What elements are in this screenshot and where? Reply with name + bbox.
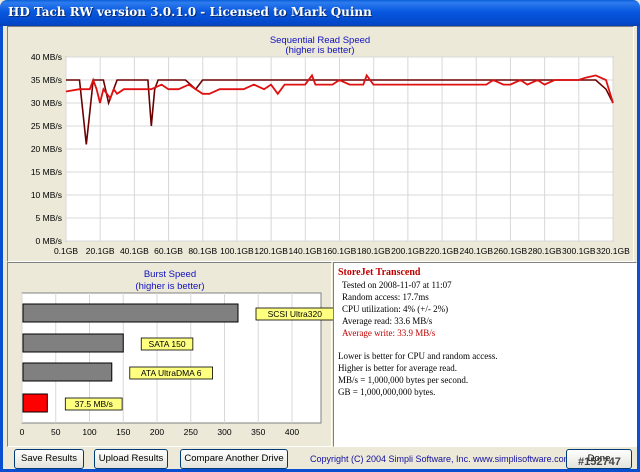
tested-on: Tested on 2008-11-07 at 11:07: [342, 280, 452, 290]
save-results-label: Save Results: [21, 453, 77, 464]
burst-bar: [22, 333, 124, 353]
burst-bar-label: SATA 150: [149, 339, 186, 349]
write-series-line: [65, 73, 614, 104]
read-x-tick-label: 180.1GB: [357, 246, 391, 256]
read-x-tick-label: 260.1GB: [494, 246, 528, 256]
burst-x-tick-label: 50: [51, 427, 61, 437]
read-series: [65, 73, 614, 145]
read-y-tick-label: 15 MB/s: [31, 167, 62, 177]
read-x-tick-label: 60.1GB: [154, 246, 183, 256]
read-y-tick-label: 20 MB/s: [31, 144, 62, 154]
note-gb-definition: GB = 1,000,000,000 bytes.: [338, 387, 436, 397]
watermark-text: #152747: [578, 456, 621, 468]
copyright-text: Copyright (C) 2004 Simpli Software, Inc.…: [310, 454, 572, 464]
burst-x-tick-label: 150: [116, 427, 130, 437]
compare-drive-label: Compare Another Drive: [184, 453, 284, 464]
read-x-tick-label: 120.1GB: [254, 246, 288, 256]
read-y-tick-label: 35 MB/s: [31, 75, 62, 85]
burst-chart-title: Burst Speed: [144, 269, 196, 280]
read-y-tick-label: 0 MB/s: [36, 236, 62, 246]
average-read: Average read: 33.6 MB/s: [342, 316, 433, 326]
burst-x-tick-label: 250: [184, 427, 198, 437]
note-higher-better: Higher is better for average read.: [338, 363, 457, 373]
burst-chart-subtitle: (higher is better): [135, 281, 204, 292]
burst-x-tick-label: 300: [217, 427, 231, 437]
burst-x-tick-label: 350: [251, 427, 265, 437]
read-x-tick-label: 300.1GB: [562, 246, 596, 256]
save-results-button[interactable]: Save Results: [14, 449, 84, 469]
note-lower-better: Lower is better for CPU and random acces…: [338, 351, 498, 361]
compare-drive-button[interactable]: Compare Another Drive: [180, 449, 288, 469]
read-y-tick-label: 30 MB/s: [31, 98, 62, 108]
read-x-tick-label: 200.1GB: [391, 246, 425, 256]
read-x-tick-label: 100.1GB: [220, 246, 254, 256]
drive-name: StoreJet Transcend: [338, 267, 421, 278]
burst-bar-label: ATA UltraDMA 6: [141, 368, 202, 378]
note-mbs-definition: MB/s = 1,000,000 bytes per second.: [338, 375, 469, 385]
burst-label-box: [129, 366, 213, 380]
read-x-tick-label: 320.1GB: [596, 246, 630, 256]
burst-label-box: [140, 337, 194, 351]
read-x-tick-label: 280.1GB: [528, 246, 562, 256]
burst-bar: [22, 393, 48, 413]
read-x-tick-label: 140.1GB: [289, 246, 323, 256]
read-x-tick-label: 40.1GB: [120, 246, 149, 256]
read-x-tick-label: 220.1GB: [425, 246, 459, 256]
done-button[interactable]: Done: [566, 449, 632, 469]
burst-bar: [22, 303, 239, 323]
done-label: Done: [587, 453, 611, 464]
read-y-tick-label: 25 MB/s: [31, 121, 62, 131]
read-x-ticks: 0.1GB 20.1GB 40.1GB 60.1GB 80.1GB 100.1GB 120.…: [54, 246, 630, 256]
read-series-line: [66, 79, 614, 145]
read-y-tick-label: 40 MB/s: [31, 52, 62, 62]
read-grid: [65, 56, 614, 242]
burst-x-tick-label: 100: [82, 427, 96, 437]
average-write: Average write: 33.9 MB/s: [342, 328, 436, 338]
cpu-utilization: CPU utilization: 4% (+/- 2%): [342, 304, 449, 314]
window-title: HD Tach RW version 3.0.1.0 - Licensed to…: [8, 5, 372, 19]
read-x-tick-label: 20.1GB: [86, 246, 115, 256]
burst-x-ticks: 0 50 100 150 200 250 300 350 400: [20, 427, 300, 437]
results-panel: StoreJet Transcend Tested on 2008-11-07 …: [333, 262, 637, 447]
burst-x-tick-label: 200: [150, 427, 164, 437]
read-y-tick-label: 5 MB/s: [36, 213, 62, 223]
burst-bar-label: 37.5 MB/s: [75, 399, 113, 409]
title-bar: HD Tach RW version 3.0.1.0 - Licensed to…: [0, 0, 640, 26]
upload-results-button[interactable]: Upload Results: [94, 449, 168, 469]
read-x-tick-label: 160.1GB: [323, 246, 357, 256]
burst-label-box: [64, 397, 123, 411]
read-y-tick-label: 10 MB/s: [31, 190, 62, 200]
read-chart-title: Sequential Read Speed: [270, 35, 370, 46]
burst-bar-label: SCSI Ultra320: [268, 309, 323, 319]
read-x-tick-label: 240.1GB: [459, 246, 493, 256]
burst-bars: SCSI Ultra320 SATA 150 ATA UltraDMA 6 37.5 …: [22, 303, 334, 413]
read-y-ticks: 0 MB/s 5 MB/s 10 MB/s 15 MB/s 20 MB/s 25 MB/s…: [31, 52, 62, 246]
read-x-tick-label: 0.1GB: [54, 246, 78, 256]
random-access: Random access: 17.7ms: [342, 292, 429, 302]
read-chart-subtitle: (higher is better): [285, 45, 354, 56]
upload-results-label: Upload Results: [98, 453, 164, 464]
read-x-tick-label: 80.1GB: [188, 246, 217, 256]
burst-bar: [22, 362, 113, 382]
burst-x-tick-label: 0: [20, 427, 25, 437]
burst-x-tick-label: 400: [285, 427, 299, 437]
